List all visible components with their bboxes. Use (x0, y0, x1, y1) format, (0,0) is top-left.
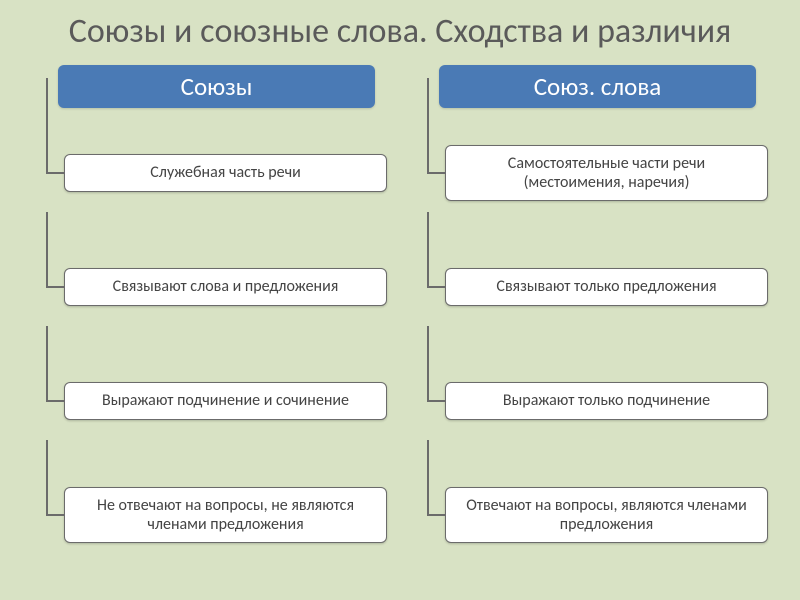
list-item: Выражают только подчинение (409, 344, 772, 458)
connector-horizontal (427, 400, 445, 402)
connector-vertical (46, 440, 48, 515)
item-box: Связывают только предложения (445, 268, 768, 305)
list-item: Самостоятельные части речи (местоимения,… (409, 116, 772, 230)
connector-vertical (46, 212, 48, 287)
list-item: Служебная часть речи (28, 116, 391, 230)
connector-vertical (427, 78, 429, 173)
connector-horizontal (46, 286, 64, 288)
connector-horizontal (427, 514, 445, 516)
list-item: Не отвечают на вопросы, не являются член… (28, 458, 391, 572)
column-items: Служебная часть речи Связывают слова и п… (28, 116, 391, 580)
page-title: Союзы и союзные слова. Сходства и различ… (28, 12, 772, 51)
connector-vertical (427, 440, 429, 515)
item-box: Выражают только подчинение (445, 382, 768, 419)
item-box: Не отвечают на вопросы, не являются член… (64, 487, 387, 543)
connector-vertical (427, 212, 429, 287)
item-box: Отвечают на вопросы, являются членами пр… (445, 487, 768, 543)
list-item: Отвечают на вопросы, являются членами пр… (409, 458, 772, 572)
connector-horizontal (427, 172, 445, 174)
list-item: Выражают подчинение и сочинение (28, 344, 391, 458)
slide: Союзы и союзные слова. Сходства и различ… (0, 0, 800, 600)
item-box: Служебная часть речи (64, 154, 387, 191)
connector-vertical (427, 326, 429, 401)
column-header: Союз. слова (439, 65, 756, 108)
item-box: Выражают подчинение и сочинение (64, 382, 387, 419)
list-item: Связывают слова и предложения (28, 230, 391, 344)
item-box: Связывают слова и предложения (64, 268, 387, 305)
column-left: Союзы Служебная часть речи Связывают сло… (28, 65, 391, 580)
list-item: Связывают только предложения (409, 230, 772, 344)
item-box: Самостоятельные части речи (местоимения,… (445, 145, 768, 201)
column-items: Самостоятельные части речи (местоимения,… (409, 116, 772, 580)
diagram-columns: Союзы Служебная часть речи Связывают сло… (28, 65, 772, 580)
connector-vertical (46, 78, 48, 173)
connector-horizontal (46, 514, 64, 516)
connector-horizontal (427, 286, 445, 288)
connector-horizontal (46, 400, 64, 402)
column-header: Союзы (58, 65, 375, 108)
column-right: Союз. слова Самостоятельные части речи (… (409, 65, 772, 580)
connector-horizontal (46, 172, 64, 174)
connector-vertical (46, 326, 48, 401)
